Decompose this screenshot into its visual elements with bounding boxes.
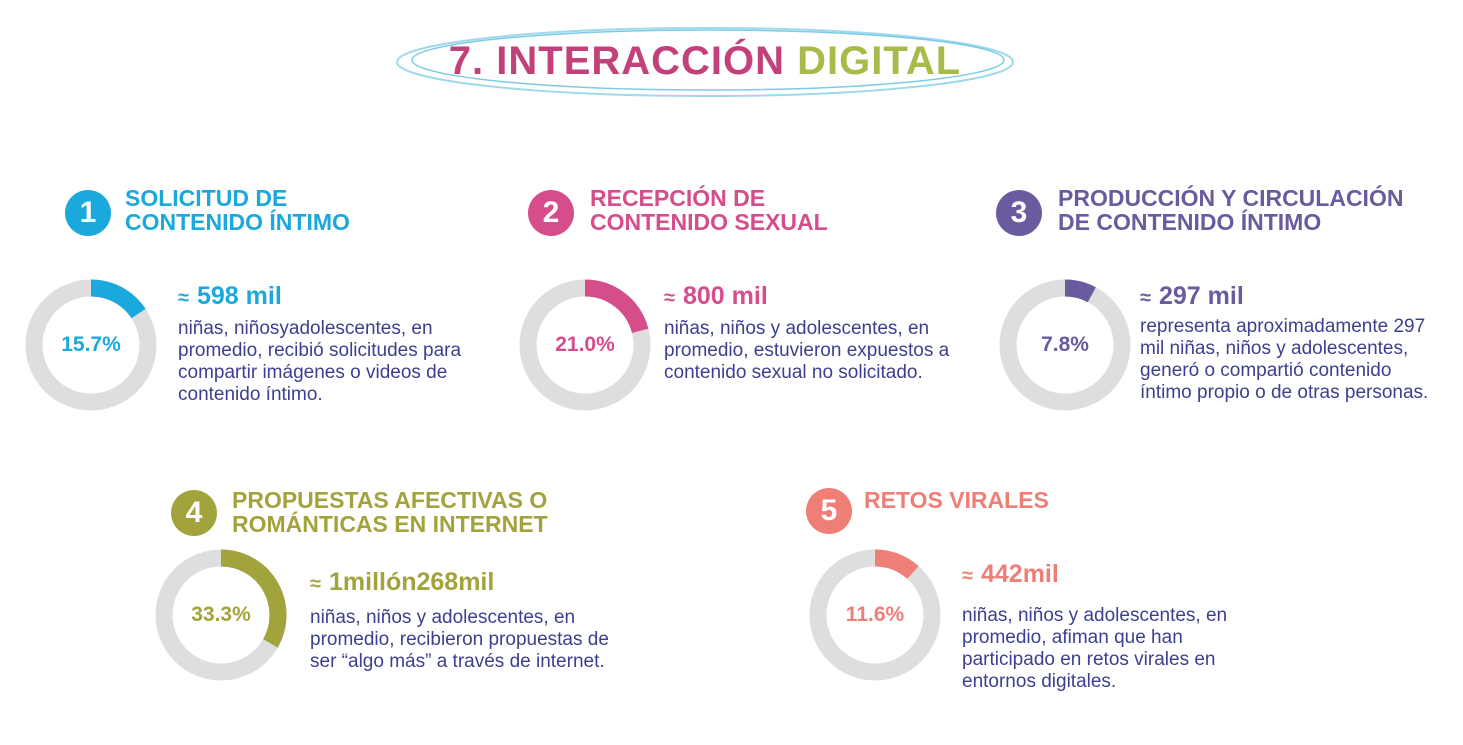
donut-segment xyxy=(220,549,287,648)
section-number-badge: 2 xyxy=(528,190,574,236)
title-part-1: 7. INTERACCIÓN xyxy=(448,39,786,83)
section-heading: SOLICITUD DE CONTENIDO ÍNTIMO xyxy=(125,185,350,235)
approx-symbol: ≈ xyxy=(1140,287,1151,309)
donut-svg xyxy=(519,279,651,411)
donut-chart: 15.7% xyxy=(24,278,158,412)
section-description: niñas, niños y adolescentes, en promedio… xyxy=(310,607,609,672)
donut-svg xyxy=(809,549,941,681)
section-number-badge: 4 xyxy=(171,490,217,536)
section-number-badge: 5 xyxy=(806,488,852,534)
donut-svg xyxy=(25,279,157,411)
donut-svg xyxy=(999,279,1131,411)
stat-number: 598 mil xyxy=(196,282,282,310)
section-heading: PRODUCCIÓN Y CIRCULACIÓN DE CONTENIDO ÍN… xyxy=(1058,185,1404,235)
donut-svg xyxy=(155,549,287,681)
stat-number: 800 mil xyxy=(682,282,768,310)
section-number-badge: 1 xyxy=(65,190,111,236)
section-description: niñas, niños y adolescentes, en promedio… xyxy=(962,605,1228,692)
donut-segment xyxy=(874,549,919,580)
donut-percent-label: 11.6% xyxy=(845,603,905,626)
section-heading: RETOS VIRALES xyxy=(864,487,1049,513)
stat-number: 1millón268mil xyxy=(328,568,495,596)
donut-chart: 7.8% xyxy=(998,278,1132,412)
donut-percent-label: 15.7% xyxy=(61,333,121,356)
stat-number: 442mil xyxy=(980,560,1059,588)
stat-number: 297 mil xyxy=(1158,282,1244,310)
approx-symbol: ≈ xyxy=(310,573,321,595)
stat-value: ≈297 mil xyxy=(1140,282,1244,311)
donut-segment xyxy=(584,279,649,334)
section-description: representa aproximadamente 297 mil niñas… xyxy=(1140,316,1429,403)
section-description: niñas, niños y adolescentes, en promedio… xyxy=(664,318,950,383)
stat-value: ≈1millón268mil xyxy=(310,568,494,597)
stat-value: ≈598 mil xyxy=(178,282,282,311)
donut-percent-label: 33.3% xyxy=(191,603,251,626)
section-description: niñas, niñosyadolescentes, en promedio, … xyxy=(178,318,462,405)
stat-value: ≈442mil xyxy=(962,560,1059,589)
title-banner: 7. INTERACCIÓN DIGITAL xyxy=(390,22,1020,102)
donut-chart: 11.6% xyxy=(808,548,942,682)
title-part-2: DIGITAL xyxy=(797,39,962,83)
donut-percent-label: 21.0% xyxy=(555,333,615,356)
donut-chart: 33.3% xyxy=(154,548,288,682)
stat-value: ≈800 mil xyxy=(664,282,768,311)
donut-segment xyxy=(90,279,146,319)
approx-symbol: ≈ xyxy=(178,287,189,309)
donut-chart: 21.0% xyxy=(518,278,652,412)
page-title: 7. INTERACCIÓN DIGITAL xyxy=(390,39,1020,84)
title-oval-outline xyxy=(396,27,1014,97)
section-number-badge: 3 xyxy=(996,190,1042,236)
approx-symbol: ≈ xyxy=(962,565,973,587)
section-heading: RECEPCIÓN DE CONTENIDO SEXUAL xyxy=(590,185,828,235)
donut-segment xyxy=(1064,279,1096,303)
approx-symbol: ≈ xyxy=(664,287,675,309)
section-heading: PROPUESTAS AFECTIVAS O ROMÁNTICAS EN INT… xyxy=(232,487,548,537)
donut-percent-label: 7.8% xyxy=(1041,333,1089,356)
